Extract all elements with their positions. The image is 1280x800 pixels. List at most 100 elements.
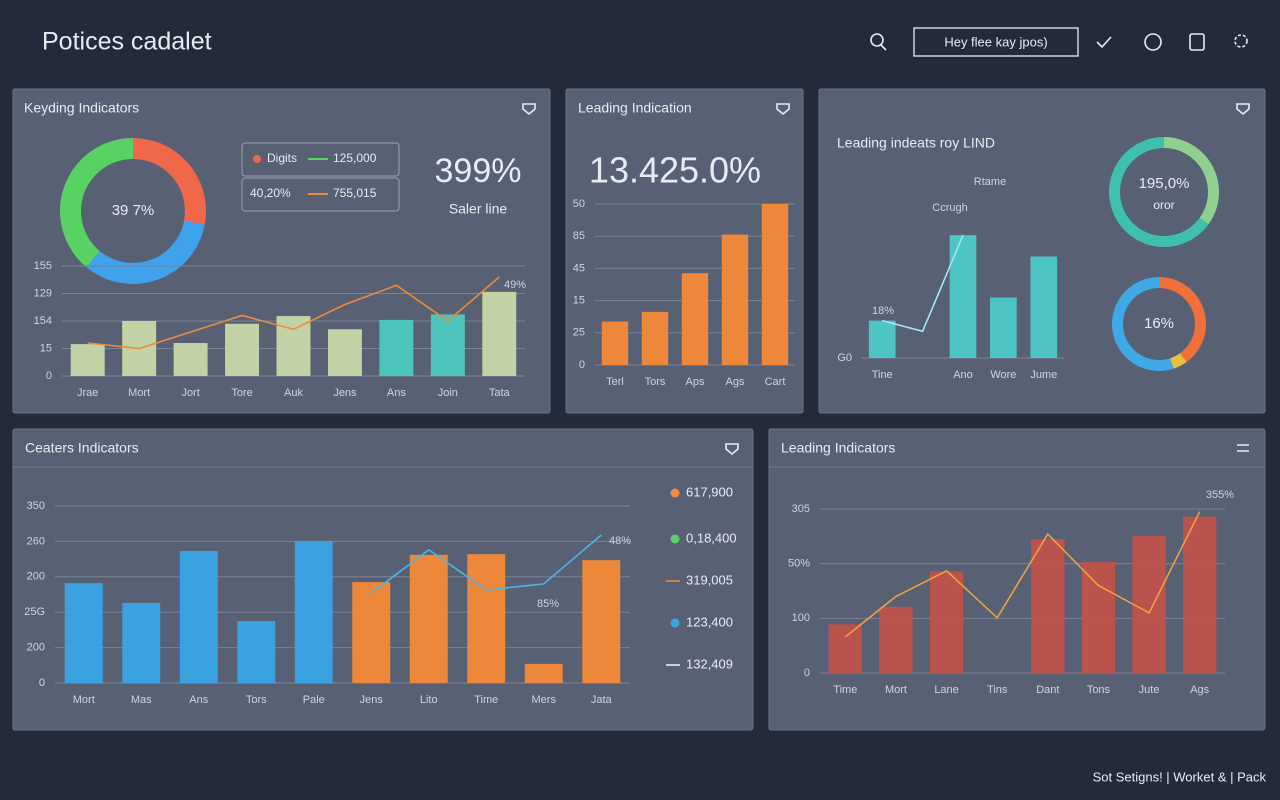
y-tick-label: 260 <box>27 535 45 547</box>
y-tick-label: G0 <box>837 352 852 364</box>
x-tick-label: Wore <box>990 369 1016 381</box>
legend-dot <box>670 618 680 628</box>
bar <box>582 560 621 683</box>
bar <box>828 624 863 673</box>
bar <box>601 321 629 365</box>
kpi-value: 13.425.0% <box>589 150 761 191</box>
annotation: 85% <box>537 598 559 610</box>
panel <box>818 88 1266 414</box>
x-tick-label: Tine <box>872 369 893 381</box>
bar <box>179 550 218 683</box>
search-icon[interactable] <box>870 33 887 51</box>
x-tick-label: Ans <box>189 694 208 706</box>
bar <box>990 297 1017 358</box>
panel-icon[interactable] <box>725 443 739 456</box>
bar <box>409 554 448 683</box>
panel-icon[interactable] <box>1237 444 1249 452</box>
panel <box>12 428 754 731</box>
bar <box>467 554 506 683</box>
doc-icon[interactable] <box>1189 33 1205 51</box>
legend-label: 132,409 <box>686 656 733 671</box>
panel-icon[interactable] <box>776 103 790 116</box>
annotation: 48% <box>609 535 631 547</box>
annotation: Rtame <box>974 176 1006 188</box>
bar <box>681 273 709 365</box>
x-tick-label: Jort <box>181 387 199 399</box>
bar <box>929 571 964 673</box>
legend-box <box>241 142 400 177</box>
y-tick-label: 50 <box>573 198 585 210</box>
panel-icon[interactable] <box>1236 103 1250 116</box>
x-tick-label: Ags <box>1190 684 1209 696</box>
panel-title: Leading indeats roy LIND <box>837 135 995 151</box>
bar <box>524 663 563 683</box>
x-tick-label: Tors <box>645 376 666 388</box>
donut-segment <box>86 220 205 285</box>
donut-segment <box>59 138 133 268</box>
bar <box>1182 516 1217 673</box>
bar <box>1030 256 1058 358</box>
y-tick-label: 0 <box>46 370 52 382</box>
x-tick-label: Ano <box>953 369 973 381</box>
panel-title: Leading Indicators <box>781 440 895 456</box>
y-tick-label: 25 <box>573 327 585 339</box>
y-tick-label: 100 <box>792 612 810 624</box>
clock-icon[interactable] <box>1144 33 1162 51</box>
legend-name: 40,20% <box>250 186 291 200</box>
x-tick-label: Time <box>474 694 498 706</box>
donut-segment <box>1111 277 1174 371</box>
bar <box>641 311 669 365</box>
x-tick-label: Mort <box>73 694 95 706</box>
y-tick-label: 0 <box>39 677 45 689</box>
y-tick-label: 45 <box>573 262 585 274</box>
x-tick-label: Tors <box>246 694 267 706</box>
bar <box>122 602 161 683</box>
bar <box>294 541 333 683</box>
donut-sublabel: oror <box>1153 198 1174 212</box>
bar <box>879 606 913 673</box>
annotation: 18% <box>872 305 894 317</box>
x-tick-label: Tata <box>489 387 511 399</box>
search-text: Hey flee kay jpos) <box>944 34 1047 49</box>
x-tick-label: Lane <box>934 684 958 696</box>
x-tick-label: Aps <box>686 376 705 388</box>
panel-title: Leading Indication <box>578 100 692 116</box>
x-tick-label: Jens <box>333 387 357 399</box>
bar <box>276 316 311 376</box>
kpi-value: 399% <box>435 152 522 190</box>
x-tick-label: Jata <box>591 694 613 706</box>
x-tick-label: Jens <box>360 694 384 706</box>
donut-label: 16% <box>1144 315 1174 332</box>
legend-label: 319,005 <box>686 572 733 587</box>
y-tick-label: 50% <box>788 558 810 570</box>
x-tick-label: Tore <box>231 387 252 399</box>
donut-segment <box>1164 137 1220 225</box>
legend-name: Digits <box>267 151 297 165</box>
x-tick-label: Jute <box>1139 684 1160 696</box>
x-tick-label: Auk <box>284 387 303 399</box>
bar <box>173 343 208 376</box>
y-tick-label: 200 <box>27 571 45 583</box>
donut-segment <box>133 138 207 225</box>
legend-dot <box>670 488 680 498</box>
line <box>881 234 964 333</box>
x-tick-label: Tins <box>987 684 1008 696</box>
footer-text: Sot Setigns! | Worket & | Pack <box>1093 769 1267 784</box>
search-box[interactable] <box>913 27 1079 57</box>
check-icon[interactable] <box>1096 36 1112 49</box>
legend-label: 617,900 <box>686 484 733 499</box>
settings-icon[interactable] <box>1234 34 1248 48</box>
legend-box <box>241 177 400 212</box>
panel-icon[interactable] <box>522 103 536 116</box>
bar <box>721 234 749 365</box>
line <box>370 534 602 594</box>
line <box>87 276 500 350</box>
x-tick-label: Join <box>438 387 458 399</box>
legend-dot <box>253 155 261 163</box>
x-tick-label: Jume <box>1030 369 1057 381</box>
bar <box>482 291 517 376</box>
kpi-label: Saler line <box>449 201 508 217</box>
annotation: 355% <box>1206 489 1234 501</box>
panel-title: Ceaters Indicators <box>25 440 139 456</box>
